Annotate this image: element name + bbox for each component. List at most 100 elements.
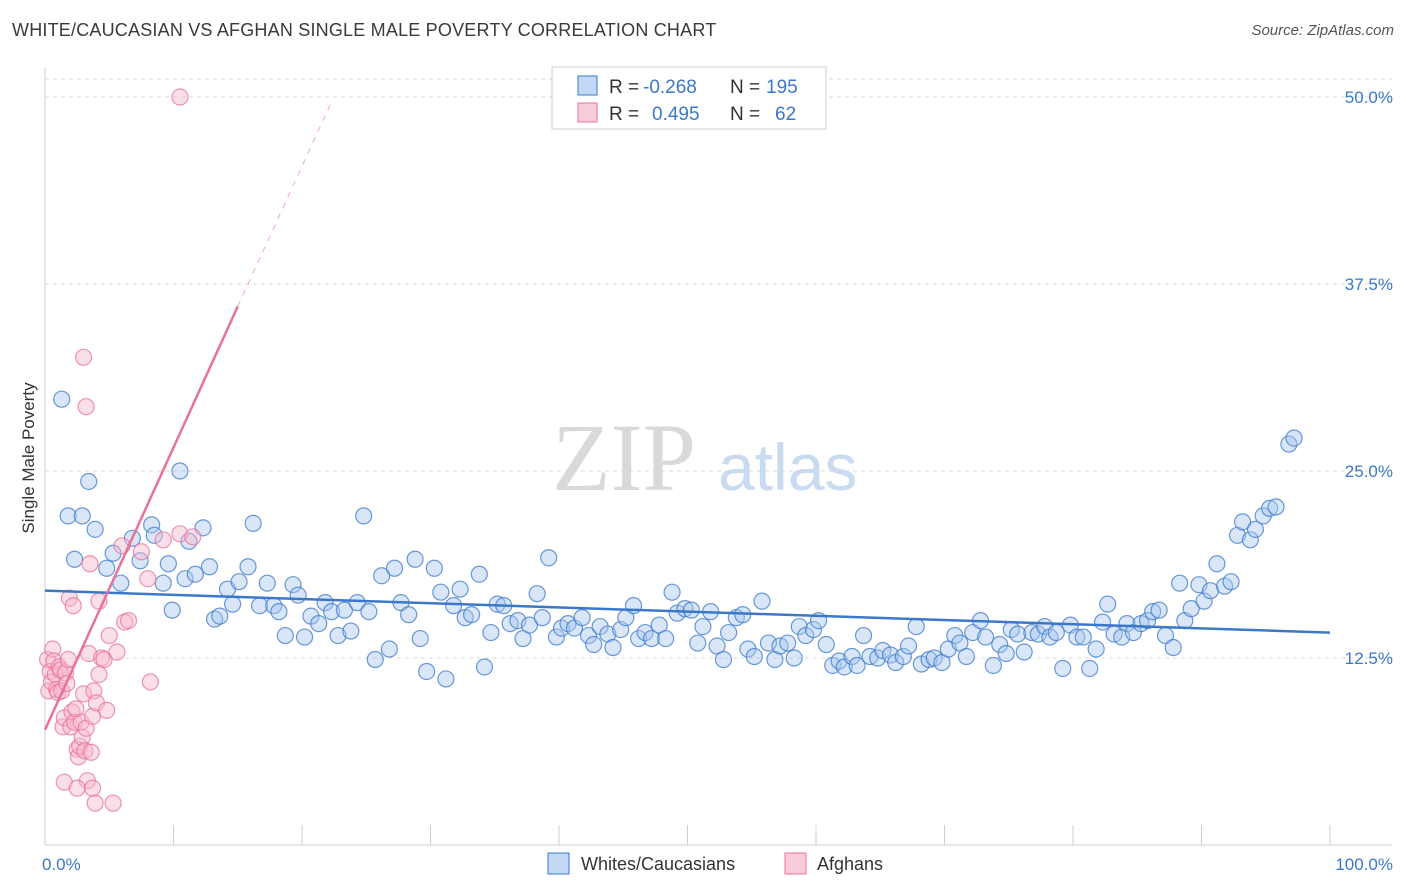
- whites-point-184: [1246, 520, 1265, 538]
- bottom-legend-label-whites: Whites/Caucasians: [581, 854, 735, 874]
- whites-point-15: [163, 601, 181, 619]
- whites-point-36: [295, 628, 314, 646]
- whites-point-97: [689, 634, 707, 652]
- legend-swatch-whites: [577, 75, 598, 96]
- afghans-trend-extension: [237, 104, 331, 307]
- x-tick-label-1: 100.0%: [1335, 855, 1393, 874]
- whites-point-122: [848, 656, 866, 675]
- whites-point-46: [360, 603, 378, 621]
- whites-point-12: [145, 526, 163, 544]
- bottom-legend-label-afghans: Afghans: [817, 854, 883, 874]
- afghans-point-52: [171, 525, 189, 543]
- watermark-atlas: atlas: [718, 430, 857, 504]
- whites-point-171: [1164, 638, 1182, 657]
- axes: [44, 68, 1392, 846]
- x-tick-labels: 0.0% 100.0%: [42, 855, 1393, 874]
- whites-point-178: [1208, 555, 1226, 573]
- whites-point-148: [1015, 643, 1033, 661]
- whites-point-56: [425, 559, 443, 577]
- source-note: Source: ZipAtlas.com: [1251, 22, 1394, 39]
- whites-point-101: [714, 650, 733, 669]
- whites-point-143: [984, 656, 1002, 675]
- whites-point-19: [186, 565, 204, 583]
- whites-point-16: [171, 462, 189, 480]
- afghans-point-50: [139, 570, 157, 588]
- whites-point-93: [663, 583, 681, 601]
- afghans-point-45: [108, 643, 126, 661]
- afghans-point-28: [74, 685, 93, 703]
- afghans-point-48: [119, 611, 138, 630]
- y-tick-label-2: 37.5%: [1345, 275, 1393, 294]
- whites-point-129: [894, 647, 912, 666]
- whites-point-28: [244, 514, 262, 532]
- afghans-point-61: [171, 88, 189, 106]
- whites-point-53: [406, 550, 424, 568]
- whites-point-84: [604, 638, 622, 657]
- whites-point-81: [585, 635, 603, 654]
- afghans-point-55: [68, 779, 86, 797]
- scatter-points: [38, 88, 1303, 812]
- whites-point-72: [528, 585, 546, 603]
- whites-point-63: [470, 565, 488, 583]
- whites-point-57: [432, 583, 450, 601]
- whites-point-59: [445, 597, 463, 615]
- whites-point-33: [276, 626, 294, 645]
- whites-point-121: [843, 647, 861, 666]
- whites-point-74: [540, 549, 558, 567]
- whites-point-25: [224, 595, 242, 613]
- whites-point-3: [73, 507, 91, 525]
- afghans-point-49: [132, 543, 150, 561]
- afghans-point-60: [141, 673, 159, 691]
- whites-point-107: [753, 592, 771, 610]
- whites-point-22: [206, 610, 224, 628]
- x-tick-label-0: 0.0%: [42, 855, 81, 874]
- whites-point-88: [630, 629, 648, 648]
- whites-point-23: [211, 607, 229, 625]
- stats-legend: R = -0.268 N = 195 R = 0.495 N = 62: [551, 66, 827, 130]
- legend-n-value-whites: 195: [766, 77, 798, 98]
- whites-point-27: [239, 558, 257, 576]
- whites-point-5: [65, 550, 84, 568]
- whites-point-79: [573, 609, 591, 627]
- afghans-point-37: [86, 794, 104, 812]
- afghans-point-42: [98, 701, 116, 719]
- whites-point-172: [1171, 574, 1189, 592]
- whites-point-47: [366, 650, 384, 669]
- y-tick-label-3: 50.0%: [1345, 88, 1393, 107]
- whites-point-112: [785, 649, 803, 667]
- afghans-point-59: [90, 665, 108, 684]
- whites-point-153: [1047, 623, 1065, 642]
- bottom-legend-swatch-whites: [547, 852, 570, 875]
- afghans-point-34: [82, 743, 100, 761]
- afghans-point-29: [76, 742, 94, 760]
- legend-r-label-afghans: R =: [609, 104, 639, 125]
- whites-point-64: [475, 658, 494, 676]
- y-tick-labels: 12.5% 25.0% 37.5% 50.0%: [1345, 88, 1393, 668]
- whites-point-26: [230, 573, 248, 591]
- legend-n-label-whites: N =: [730, 77, 760, 98]
- whites-point-102: [720, 623, 738, 642]
- whites-point-30: [258, 574, 276, 592]
- afghans-point-41: [95, 650, 113, 669]
- whites-point-144: [991, 635, 1009, 654]
- whites-point-147: [1009, 625, 1027, 643]
- whites-point-13: [154, 574, 172, 592]
- whites-point-65: [482, 623, 500, 642]
- whites-point-131: [907, 617, 925, 636]
- whites-point-130: [899, 637, 918, 655]
- whites-point-168: [1144, 603, 1162, 621]
- whites-point-182: [1234, 513, 1252, 531]
- whites-point-96: [682, 601, 700, 619]
- afghans-point-20: [64, 597, 82, 615]
- legend-n-value-afghans: 62: [775, 104, 796, 125]
- whites-point-183: [1241, 531, 1259, 549]
- whites-point-80: [579, 626, 598, 645]
- chart-title: WHITE/CAUCASIAN VS AFGHAN SINGLE MALE PO…: [12, 20, 717, 40]
- whites-point-106: [745, 647, 763, 666]
- whites-point-45: [355, 507, 373, 525]
- whites-point-154: [1054, 659, 1072, 678]
- legend-swatch-afghans: [577, 102, 598, 123]
- whites-point-113: [790, 617, 808, 636]
- legend-r-value-whites: -0.268: [643, 77, 697, 98]
